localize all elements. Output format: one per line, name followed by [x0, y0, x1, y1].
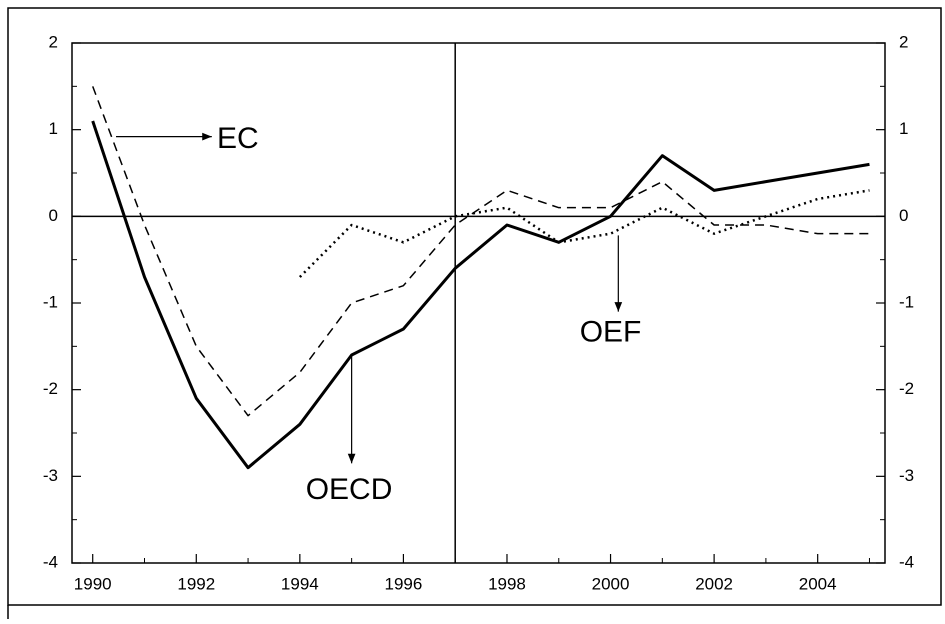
y-tick-label: -2	[43, 379, 58, 398]
x-tick-label: 2002	[695, 574, 733, 593]
x-tick-label: 1992	[177, 574, 215, 593]
y-tick-label: -4	[43, 552, 58, 571]
x-tick-label: 1990	[74, 574, 112, 593]
y-tick-label: 2	[49, 32, 58, 51]
series-label: EC	[217, 122, 259, 155]
y2-tick-label: 1	[899, 119, 908, 138]
x-tick-label: 2004	[799, 574, 837, 593]
series-line	[298, 189, 870, 278]
y-tick-label: 0	[49, 206, 58, 225]
series-line	[91, 120, 870, 470]
x-tick-label: 1996	[384, 574, 422, 593]
x-tick-label: 1994	[281, 574, 319, 593]
y2-tick-label: -1	[899, 292, 914, 311]
x-tick-label: 1998	[488, 574, 526, 593]
y-tick-label: -3	[43, 466, 58, 485]
y-tick-label: 1	[49, 119, 58, 138]
x-tick-label: 2000	[592, 574, 630, 593]
series-label: OEF	[580, 315, 642, 348]
series-line	[92, 86, 870, 417]
y2-tick-label: -3	[899, 466, 914, 485]
y2-tick-label: -2	[899, 379, 914, 398]
y2-tick-label: 0	[899, 206, 908, 225]
y2-tick-label: -4	[899, 552, 914, 571]
y-tick-label: -1	[43, 292, 58, 311]
series-label: OECD	[306, 473, 393, 506]
y2-tick-label: 2	[899, 32, 908, 51]
plot-frame	[71, 42, 886, 564]
outer-frame	[7, 7, 942, 606]
